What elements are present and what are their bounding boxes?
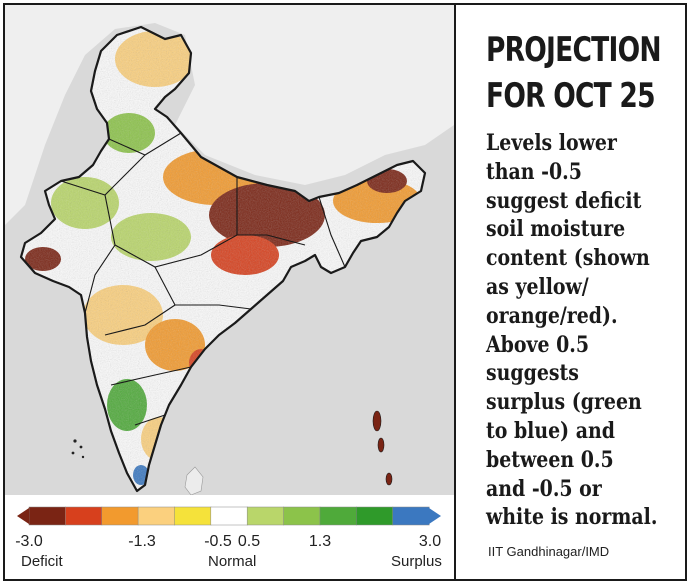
legend-bin xyxy=(174,506,212,526)
legend-bin xyxy=(101,506,139,526)
legend-bin xyxy=(28,506,66,526)
legend-bin xyxy=(137,506,175,526)
legend-bin xyxy=(319,506,357,526)
legend-bin xyxy=(392,506,430,526)
description-line: content (shown xyxy=(486,245,650,272)
neighbour-landmass xyxy=(5,5,454,225)
legend-bin xyxy=(210,506,248,526)
text-panel: PROJECTION FOR OCT 25 Levels lower than … xyxy=(456,5,685,579)
lakshadweep-islands xyxy=(71,439,85,459)
description-line: as yellow/ xyxy=(486,273,589,300)
description-line: Levels lower xyxy=(486,130,617,156)
description-line: Above 0.5 xyxy=(486,331,590,358)
legend-tick-neg0-5: -0.5 xyxy=(204,533,232,550)
description-line: soil moisture xyxy=(486,216,626,243)
legend-tick-1-3: 1.3 xyxy=(308,533,332,550)
andaman-islands xyxy=(372,410,393,486)
legend-tick-0-5: 0.5 xyxy=(237,533,261,550)
legend-bin xyxy=(283,506,321,526)
legend-arrow-right xyxy=(429,508,441,524)
infographic-frame: -3.0 -1.3 -0.5 0.5 1.3 3.0 Deficit Norma… xyxy=(3,3,687,581)
source-credit: IIT Gandhinagar/IMD xyxy=(488,544,610,559)
map-panel: -3.0 -1.3 -0.5 0.5 1.3 3.0 Deficit Norma… xyxy=(5,5,454,579)
legend-tick-3: 3.0 xyxy=(418,533,442,550)
legend-class-surplus: Surplus xyxy=(391,553,442,570)
description-line: and -0.5 or xyxy=(486,475,602,502)
headline-line-1: PROJECTION xyxy=(486,30,662,70)
description-line: than -0.5 xyxy=(486,158,582,185)
legend-bin xyxy=(65,506,103,526)
description: Levels lower than -0.5 suggest deficit s… xyxy=(486,129,686,532)
legend-tick-neg1-3: -1.3 xyxy=(128,533,156,550)
india-soil-moisture-map xyxy=(5,5,454,496)
description-line: between 0.5 xyxy=(486,446,614,473)
sri-lanka xyxy=(184,466,204,496)
legend-tick-neg3: -3.0 xyxy=(15,533,43,550)
legend-color-bar xyxy=(17,506,441,526)
description-line: to blue) and xyxy=(486,417,615,444)
state-borders xyxy=(60,132,346,426)
headline-line-2: FOR OCT 25 xyxy=(486,76,656,116)
legend: -3.0 -1.3 -0.5 0.5 1.3 3.0 Deficit Norma… xyxy=(5,495,454,579)
description-line: suggest deficit xyxy=(486,187,642,214)
legend-bin xyxy=(356,506,394,526)
description-line: surplus (green xyxy=(486,389,642,416)
panel-divider xyxy=(454,5,456,579)
legend-bin xyxy=(246,506,285,526)
legend-arrow-left xyxy=(17,508,29,524)
description-line: orange/red). xyxy=(486,302,618,329)
description-line: suggests xyxy=(486,360,579,387)
legend-class-deficit: Deficit xyxy=(21,553,63,570)
description-line: white is normal. xyxy=(486,504,658,531)
legend-class-normal: Normal xyxy=(208,553,257,570)
